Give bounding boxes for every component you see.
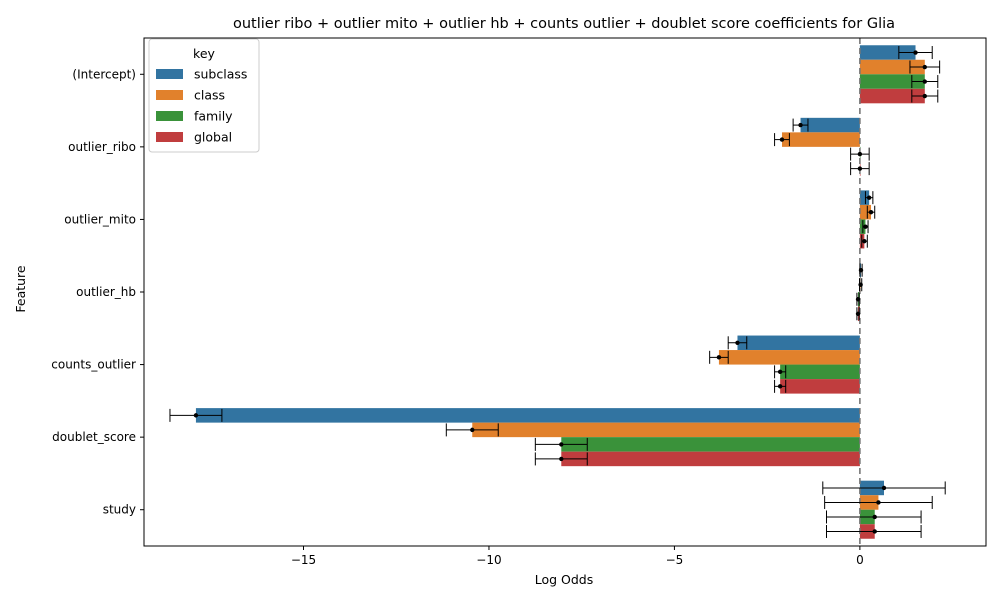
point-subclass-6 [881, 485, 887, 491]
point-class-5 [470, 427, 475, 433]
point-subclass-5 [193, 413, 199, 418]
point-class-0 [922, 64, 927, 70]
point-subclass-1 [798, 122, 803, 128]
x-axis-label: Log Odds [535, 572, 594, 587]
point-global-5 [559, 456, 564, 462]
point-family-5 [559, 442, 564, 447]
point-family-6 [872, 514, 877, 520]
y-tick-label-4: counts_outlier [51, 358, 136, 372]
y-tick-label-1: outlier_ribo [68, 140, 136, 154]
point-family-1 [857, 151, 863, 157]
y-tick-label-3: outlier_hb [76, 285, 136, 299]
x-tick-label-2: −5 [666, 553, 684, 567]
point-global-3 [855, 311, 861, 316]
bar-class-2 [859, 204, 872, 220]
point-global-1 [857, 166, 863, 171]
legend-label-class: class [194, 88, 225, 103]
bar-subclass-0 [859, 45, 916, 60]
y-tick-label-5: doublet_score [52, 430, 136, 444]
x-tick-label-0: −15 [291, 553, 316, 567]
bar-family-0 [859, 74, 925, 89]
bar-family-5 [561, 437, 860, 452]
legend-swatch-global [156, 132, 183, 142]
legend-label-subclass: subclass [194, 67, 247, 82]
y-tick-label-2: outlier_mito [64, 212, 136, 226]
point-global-0 [922, 93, 927, 99]
point-global-2 [862, 239, 867, 244]
bar-subclass-2 [859, 190, 870, 205]
legend-label-family: family [194, 109, 233, 124]
point-subclass-4 [735, 340, 740, 345]
bar-family-4 [780, 364, 860, 380]
y-tick-label-0: (Intercept) [72, 67, 136, 81]
bar-class-0 [859, 59, 925, 75]
legend-swatch-family [156, 111, 183, 121]
point-family-4 [777, 369, 783, 375]
point-subclass-2 [866, 195, 872, 200]
point-family-3 [855, 297, 861, 302]
x-tick-label-3: 0 [856, 553, 864, 567]
y-axis-label: Feature [13, 265, 28, 313]
plot-area: (Intercept) outlier_ribo outlier_mitooutli… [51, 37, 987, 567]
point-global-6 [872, 529, 877, 534]
bar-subclass-1 [800, 117, 860, 133]
bar-class-5 [472, 422, 860, 438]
bar-subclass-4 [737, 335, 860, 351]
point-class-6 [876, 500, 881, 505]
point-global-4 [777, 384, 783, 389]
chart-title: outlier ribo + outlier mito + outlier hb… [233, 16, 895, 32]
bar-subclass-5 [195, 408, 860, 423]
bar-global-5 [561, 451, 860, 467]
legend-swatch-subclass [156, 69, 183, 79]
point-family-0 [922, 79, 927, 84]
point-class-2 [868, 209, 874, 215]
point-subclass-3 [858, 268, 864, 273]
bar-global-0 [859, 88, 925, 104]
point-class-1 [779, 137, 785, 142]
bar-global-4 [780, 379, 860, 394]
y-tick-label-6: study [103, 503, 136, 517]
point-class-4 [716, 355, 722, 360]
bar-class-1 [781, 132, 860, 147]
legend-box [148, 38, 260, 153]
point-family-2 [863, 224, 868, 229]
point-class-3 [858, 282, 863, 287]
legend-label-global: global [194, 130, 232, 145]
bar-class-4 [718, 350, 860, 365]
legend-title: key [193, 46, 215, 61]
point-subclass-0 [913, 50, 918, 55]
legend-swatch-class [156, 90, 183, 100]
x-tick-label-1: −10 [476, 553, 501, 567]
